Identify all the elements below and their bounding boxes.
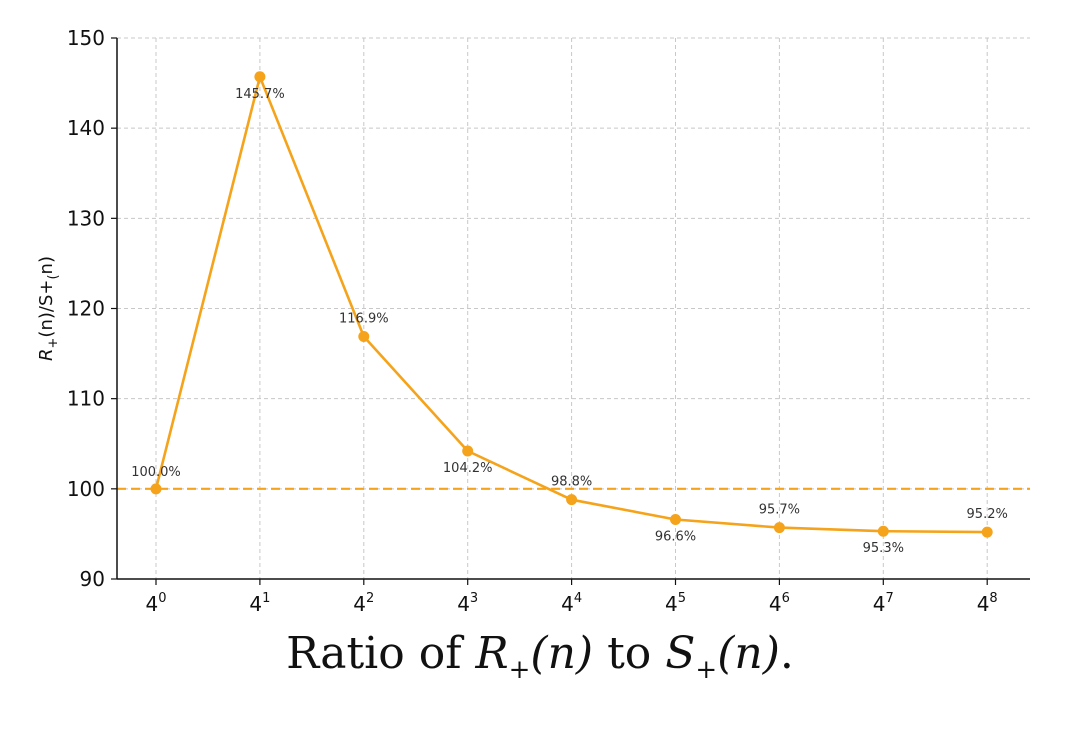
data-label-0: 100.0% xyxy=(131,465,181,480)
x-tick-label-2: 42 xyxy=(353,591,374,616)
caption-s-arg: (n) xyxy=(717,628,780,679)
y-axis-title: R+(n)/S+(n) xyxy=(36,256,61,361)
data-point-6 xyxy=(773,522,785,534)
y-tick-label-140: 140 xyxy=(67,116,105,140)
caption-r-subscript: + xyxy=(508,654,531,685)
x-tick-label-7: 47 xyxy=(873,591,894,616)
caption-r-symbol: R xyxy=(475,628,509,679)
ratio-line-chart: 100.0% 145.7% 116.9% 104.2% 98.8% 96.6% 95.7% 9… xyxy=(36,26,1030,620)
y-tick-label-100: 100 xyxy=(67,477,105,501)
data-labels: 100.0% 145.7% 116.9% 104.2% 98.8% 96.6% 95.7% 9… xyxy=(131,87,1008,556)
data-label-6: 95.7% xyxy=(759,503,800,518)
data-point-0 xyxy=(150,483,162,495)
y-tick-label-120: 120 xyxy=(67,297,105,321)
data-label-3: 104.2% xyxy=(443,461,493,476)
caption-end: . xyxy=(779,628,794,679)
data-point-7 xyxy=(877,525,889,537)
x-axis-title: n xyxy=(568,616,579,620)
data-label-8: 95.2% xyxy=(967,507,1008,522)
caption-prefix: Ratio of xyxy=(286,628,476,679)
y-tick-label-150: 150 xyxy=(67,26,105,50)
y-tick-labels: 90 100 110 120 130 140 150 xyxy=(67,26,105,591)
x-tick-label-5: 45 xyxy=(665,591,686,616)
caption-mid: to xyxy=(593,628,666,679)
data-label-1: 145.7% xyxy=(235,87,285,102)
x-tick-label-4: 44 xyxy=(561,591,582,616)
axes xyxy=(111,37,1030,585)
figure-caption: Ratio of R+(n) to S+(n). xyxy=(0,628,1080,685)
data-point-5 xyxy=(670,513,681,525)
x-tick-label-6: 46 xyxy=(769,591,790,616)
x-tick-label-1: 41 xyxy=(249,591,270,616)
data-point-4 xyxy=(566,494,578,506)
x-tick-label-3: 43 xyxy=(457,591,478,616)
caption-s-subscript: + xyxy=(695,654,718,685)
data-markers xyxy=(150,71,993,538)
caption-s-symbol: S xyxy=(665,628,696,679)
caption-r-arg: (n) xyxy=(530,628,594,679)
data-label-7: 95.3% xyxy=(863,541,904,556)
data-point-2 xyxy=(358,330,370,342)
x-tick-labels: 40 41 42 43 44 45 46 47 48 xyxy=(145,591,997,616)
data-label-4: 98.8% xyxy=(551,475,592,490)
y-tick-label-130: 130 xyxy=(67,206,105,230)
y-tick-label-110: 110 xyxy=(67,387,105,411)
x-tick-label-0: 40 xyxy=(145,591,166,616)
data-label-2: 116.9% xyxy=(339,311,389,326)
data-point-1 xyxy=(254,71,266,83)
x-tick-label-8: 48 xyxy=(977,591,998,616)
data-point-8 xyxy=(981,526,993,538)
data-point-3 xyxy=(462,445,474,457)
data-label-5: 96.6% xyxy=(655,529,696,544)
y-tick-label-90: 90 xyxy=(80,567,105,591)
